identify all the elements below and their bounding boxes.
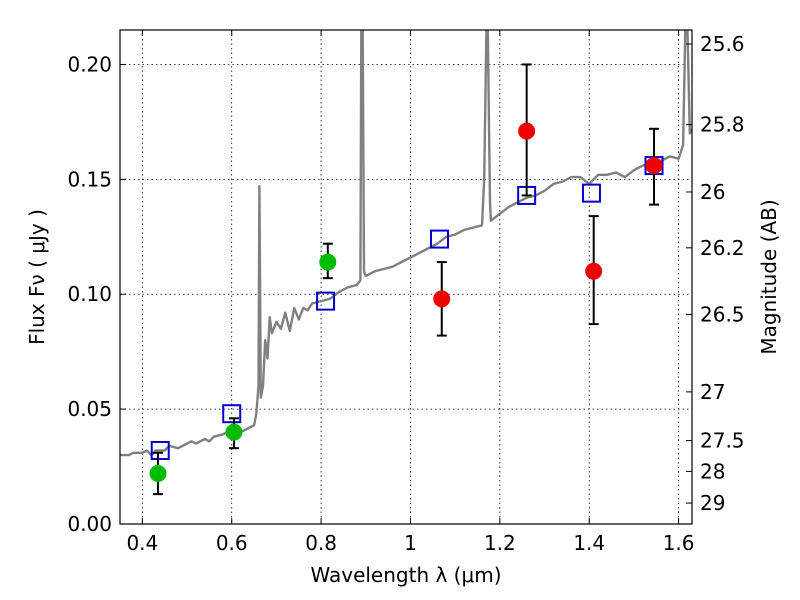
x-tick-label: 1.2 <box>484 531 516 555</box>
model-square-point <box>316 291 336 311</box>
observed-point <box>149 464 167 482</box>
mag-tick-label: 27 <box>700 380 725 404</box>
observed-point <box>645 157 663 175</box>
plot-frame <box>119 29 693 525</box>
mag-tick-label: 26.5 <box>700 302 745 326</box>
model-square-point <box>150 440 170 460</box>
y-tick-label: 0.15 <box>67 167 112 191</box>
x-tick-label: 0.8 <box>305 531 337 555</box>
mag-tick-label: 25.6 <box>700 32 745 56</box>
y-tick-label: 0.00 <box>67 512 112 536</box>
observed-point <box>225 423 243 441</box>
x-axis-title: Wavelength λ (μm) <box>310 563 501 587</box>
x-tick-label: 1.6 <box>663 531 695 555</box>
mag-tick-label: 25.8 <box>700 113 745 137</box>
observed-point <box>518 122 536 140</box>
model-square-point <box>581 183 601 203</box>
mag-tick-label: 26.2 <box>700 236 745 260</box>
model-square-point <box>430 229 450 249</box>
mag-tick-label: 27.5 <box>700 429 745 453</box>
mag-tick-label: 28 <box>700 459 725 483</box>
x-tick-label: 0.4 <box>126 531 158 555</box>
mag-tick-label: 26 <box>700 180 725 204</box>
x-tick-label: 1 <box>404 531 417 555</box>
y-axis-title: Flux Fν ( μJy ) <box>25 209 49 345</box>
grid <box>120 30 692 525</box>
observed-point <box>433 290 451 308</box>
x-tick-label: 1.4 <box>573 531 605 555</box>
model-square-point <box>222 404 242 424</box>
plot-area <box>120 30 692 496</box>
y2-axis-title: Magnitude (AB) <box>757 199 781 354</box>
observed-point <box>585 262 603 280</box>
y-tick-label: 0.10 <box>67 282 112 306</box>
y-tick-label: 0.05 <box>67 397 112 421</box>
x-tick-label: 0.6 <box>216 531 248 555</box>
spectrum-line <box>120 30 692 457</box>
mag-tick-label: 29 <box>700 491 725 515</box>
axis-ticks: 0.4 0.6 0.8 1 1.2 1.4 1.6 0.00 0.05 0.10 0.15 0.20 2… <box>67 30 745 555</box>
observed-point <box>319 253 337 271</box>
y-tick-label: 0.20 <box>67 52 112 76</box>
